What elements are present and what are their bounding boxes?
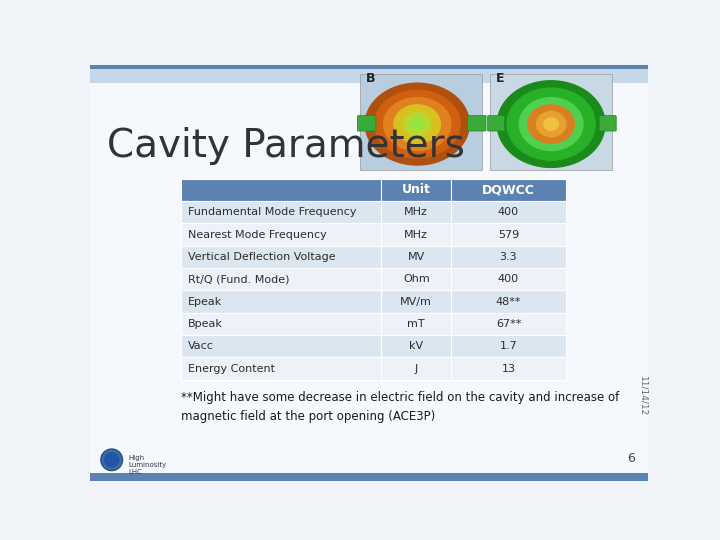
Text: 6: 6 (627, 452, 635, 465)
FancyBboxPatch shape (181, 313, 382, 335)
FancyBboxPatch shape (382, 291, 451, 313)
Text: Bpeak: Bpeak (188, 319, 222, 329)
FancyBboxPatch shape (181, 179, 382, 201)
Text: 11/14/12: 11/14/12 (639, 376, 648, 416)
FancyBboxPatch shape (490, 74, 612, 170)
FancyBboxPatch shape (451, 246, 566, 268)
Text: 400: 400 (498, 207, 519, 217)
FancyBboxPatch shape (181, 291, 382, 313)
Ellipse shape (394, 105, 441, 143)
FancyBboxPatch shape (451, 291, 566, 313)
FancyBboxPatch shape (382, 357, 451, 380)
Ellipse shape (411, 118, 423, 130)
FancyBboxPatch shape (451, 268, 566, 291)
Text: 48**: 48** (496, 296, 521, 307)
Text: 13: 13 (502, 363, 516, 374)
FancyBboxPatch shape (357, 116, 376, 131)
FancyBboxPatch shape (360, 74, 482, 170)
FancyBboxPatch shape (382, 224, 451, 246)
Text: MV/m: MV/m (400, 296, 432, 307)
Ellipse shape (544, 118, 559, 130)
FancyBboxPatch shape (382, 201, 451, 224)
FancyBboxPatch shape (181, 357, 382, 380)
FancyBboxPatch shape (451, 201, 566, 224)
FancyBboxPatch shape (451, 179, 566, 201)
Text: J: J (415, 363, 418, 374)
FancyBboxPatch shape (90, 65, 648, 481)
Ellipse shape (507, 88, 595, 160)
Text: 400: 400 (498, 274, 519, 284)
Text: Vertical Deflection Voltage: Vertical Deflection Voltage (188, 252, 336, 262)
FancyBboxPatch shape (451, 224, 566, 246)
Text: MHz: MHz (405, 207, 428, 217)
Text: MHz: MHz (405, 230, 428, 240)
Text: **Might have some decrease in electric field on the cavity and increase of
magne: **Might have some decrease in electric f… (181, 392, 620, 423)
FancyBboxPatch shape (382, 268, 451, 291)
FancyBboxPatch shape (181, 268, 382, 291)
Text: Energy Content: Energy Content (188, 363, 274, 374)
FancyBboxPatch shape (181, 246, 382, 268)
Text: MV: MV (408, 252, 425, 262)
Ellipse shape (404, 112, 431, 136)
FancyBboxPatch shape (467, 116, 486, 131)
FancyBboxPatch shape (382, 179, 451, 201)
FancyBboxPatch shape (90, 65, 648, 70)
FancyBboxPatch shape (181, 335, 382, 357)
Text: High
Luminosity
LHC: High Luminosity LHC (129, 455, 167, 475)
Circle shape (104, 452, 120, 468)
Ellipse shape (365, 83, 469, 165)
FancyBboxPatch shape (451, 357, 566, 380)
Text: B: B (366, 72, 375, 85)
FancyBboxPatch shape (487, 116, 505, 131)
Text: Ohm: Ohm (403, 274, 430, 284)
FancyBboxPatch shape (599, 116, 616, 131)
Text: Cavity Parameters: Cavity Parameters (107, 127, 465, 165)
Text: 1.7: 1.7 (500, 341, 518, 351)
Text: Unit: Unit (402, 184, 431, 197)
Text: kV: kV (409, 341, 423, 351)
FancyBboxPatch shape (90, 70, 648, 83)
Text: Epeak: Epeak (188, 296, 222, 307)
FancyBboxPatch shape (382, 246, 451, 268)
Ellipse shape (519, 98, 583, 151)
Ellipse shape (374, 90, 460, 158)
FancyBboxPatch shape (90, 473, 648, 481)
Ellipse shape (498, 81, 605, 167)
Text: Rt/Q (Fund. Mode): Rt/Q (Fund. Mode) (188, 274, 289, 284)
Text: 3.3: 3.3 (500, 252, 517, 262)
FancyBboxPatch shape (382, 313, 451, 335)
FancyBboxPatch shape (451, 335, 566, 357)
Text: Vacc: Vacc (188, 341, 214, 351)
Ellipse shape (536, 112, 566, 137)
Circle shape (101, 449, 122, 470)
Ellipse shape (384, 98, 451, 151)
FancyBboxPatch shape (181, 224, 382, 246)
Text: E: E (496, 72, 505, 85)
Text: mT: mT (408, 319, 425, 329)
Text: 579: 579 (498, 230, 519, 240)
Text: Fundamental Mode Frequency: Fundamental Mode Frequency (188, 207, 356, 217)
FancyBboxPatch shape (181, 201, 382, 224)
FancyBboxPatch shape (382, 335, 451, 357)
FancyBboxPatch shape (451, 313, 566, 335)
Text: DQWCC: DQWCC (482, 184, 535, 197)
Text: Nearest Mode Frequency: Nearest Mode Frequency (188, 230, 326, 240)
Ellipse shape (528, 105, 575, 143)
Text: 67**: 67** (496, 319, 521, 329)
